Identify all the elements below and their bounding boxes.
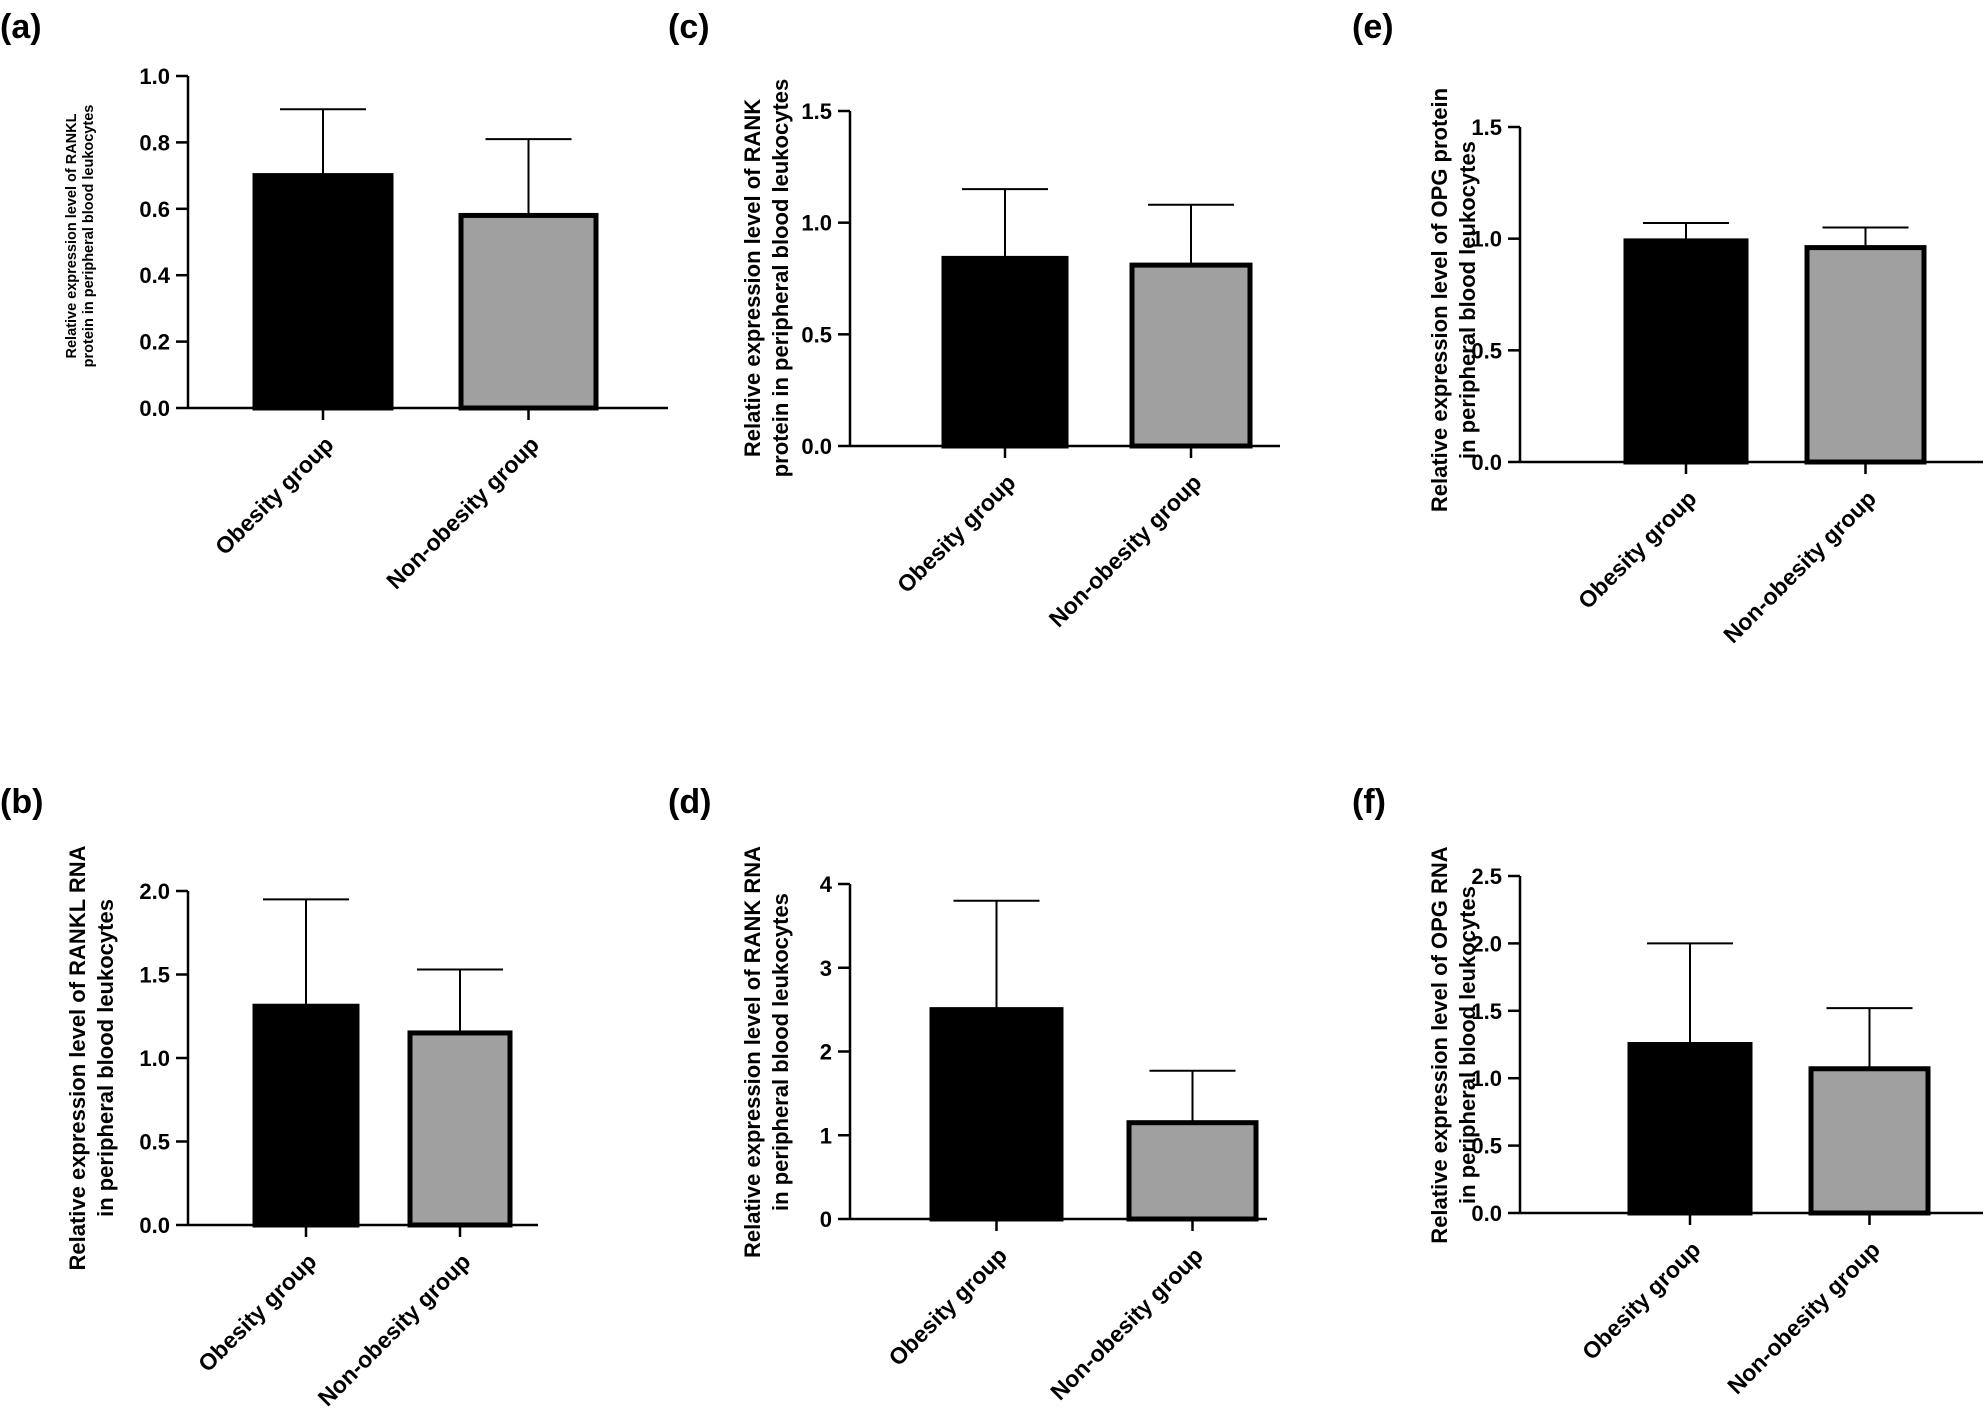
y-tick-label: 0.0 [139, 1213, 170, 1238]
bar-obesity [252, 1003, 360, 1228]
y-tick-label: 2.0 [139, 879, 170, 904]
bar-non-obesity [1126, 1120, 1259, 1222]
chart-panel-f: (f) Relative expression level of OPG RNA i… [1352, 783, 1983, 1399]
y-axis-label-line: in peripheral blood leukocytes [1455, 886, 1480, 1204]
y-tick-label: 0.2 [139, 330, 170, 355]
y-axis-label-line: in peripheral blood leukocytes [1455, 141, 1480, 459]
bar-obesity [941, 255, 1069, 449]
y-tick-label: 1.0 [1471, 227, 1502, 252]
y-tick-label: 0.0 [139, 396, 170, 421]
panel-label: (b) [0, 783, 43, 821]
x-tick-label: Obesity group [1573, 485, 1702, 614]
x-tick-label: Obesity group [1577, 1236, 1706, 1365]
y-axis-label-line: Relative expression level of RANK RNA [740, 846, 765, 1258]
y-tick-label: 1.5 [801, 99, 832, 124]
y-tick-label: 0.6 [139, 197, 170, 222]
y-axis-label-line: Relative expression level of OPG RNA [1427, 846, 1452, 1243]
y-tick-label: 1.5 [139, 963, 170, 988]
y-tick-label: 1.0 [801, 211, 832, 236]
x-tick-label: Non-obesity group [1045, 1242, 1208, 1405]
y-tick-label: 1.5 [1471, 115, 1502, 140]
chart-panel-b: (b) Relative expression level of RANKL RN… [0, 783, 538, 1411]
y-tick-label: 0.4 [139, 263, 170, 288]
chart-panel-e: (e) Relative expression level of OPG prot… [1352, 8, 1983, 648]
bar-non-obesity [458, 212, 599, 411]
bar-non-obesity [1808, 1066, 1931, 1216]
y-tick-label: 0.5 [801, 322, 832, 347]
y-tick-label: 1.0 [139, 64, 170, 89]
x-tick-label: Obesity group [210, 431, 339, 560]
bar-obesity [1623, 238, 1749, 465]
x-tick-label: Obesity group [883, 1242, 1012, 1371]
bar-obesity [929, 1007, 1064, 1222]
bar-obesity [252, 173, 394, 411]
y-tick-label: 0.5 [1471, 338, 1502, 363]
y-tick-label: 0.0 [1471, 450, 1502, 475]
y-tick-label: 0.0 [1471, 1201, 1502, 1226]
y-tick-label: 0 [820, 1207, 832, 1232]
y-tick-label: 3 [820, 956, 832, 981]
x-tick-label: Non-obesity group [381, 431, 544, 594]
y-tick-label: 1.0 [1471, 1066, 1502, 1091]
x-tick-label: Obesity group [193, 1248, 322, 1377]
y-tick-label: 0.5 [139, 1130, 170, 1155]
y-axis-label-line: in peripheral blood leukocytes [93, 899, 118, 1217]
panel-label: (e) [1352, 8, 1394, 46]
y-axis-label-line: protein in peripheral blood leukocytes [81, 105, 97, 368]
y-axis-label-line: Relative expression level of RANKL RNA [65, 845, 90, 1270]
chart-panel-a: (a) Relative expression level of RANKL pro… [0, 8, 668, 594]
panel-label: (d) [668, 783, 711, 821]
x-tick-label: Non-obesity group [1718, 485, 1881, 648]
x-tick-label: Non-obesity group [1044, 469, 1207, 632]
y-tick-label: 0.5 [1471, 1134, 1502, 1159]
panel-label: (f) [1352, 783, 1386, 821]
chart-panel-d: (d) Relative expression level of RANK RNA… [668, 783, 1267, 1405]
y-tick-label: 1 [820, 1123, 832, 1148]
panel-label: (a) [0, 8, 42, 46]
x-tick-label: Non-obesity group [313, 1248, 476, 1411]
y-tick-label: 1.5 [1471, 999, 1502, 1024]
x-tick-label: Non-obesity group [1722, 1236, 1885, 1399]
x-tick-label: Obesity group [892, 469, 1021, 598]
bar-non-obesity [1129, 262, 1253, 449]
bar-non-obesity [1804, 245, 1927, 465]
y-axis-label-line: Relative expression level of RANK [740, 99, 765, 457]
y-axis-label-line: Relative expression level of OPG protein [1427, 88, 1452, 512]
y-tick-label: 1.0 [139, 1046, 170, 1071]
y-tick-label: 4 [820, 872, 833, 897]
y-tick-label: 2.0 [1471, 931, 1502, 956]
y-tick-label: 2 [820, 1040, 832, 1065]
panel-label: (c) [668, 8, 710, 46]
chart-panel-c: (c) Relative expression level of RANK prot… [668, 8, 1280, 632]
y-tick-label: 2.5 [1471, 864, 1502, 889]
y-axis-label-line: protein in peripheral blood leukocytes [768, 79, 793, 478]
y-tick-label: 0.8 [139, 130, 170, 155]
y-tick-label: 0.0 [801, 434, 832, 459]
bar-non-obesity [407, 1030, 513, 1228]
bar-obesity [1627, 1042, 1753, 1216]
y-axis-label-line: in peripheral blood leukocytes [768, 893, 793, 1211]
y-axis-label-line: Relative expression level of RANKL [64, 113, 80, 358]
